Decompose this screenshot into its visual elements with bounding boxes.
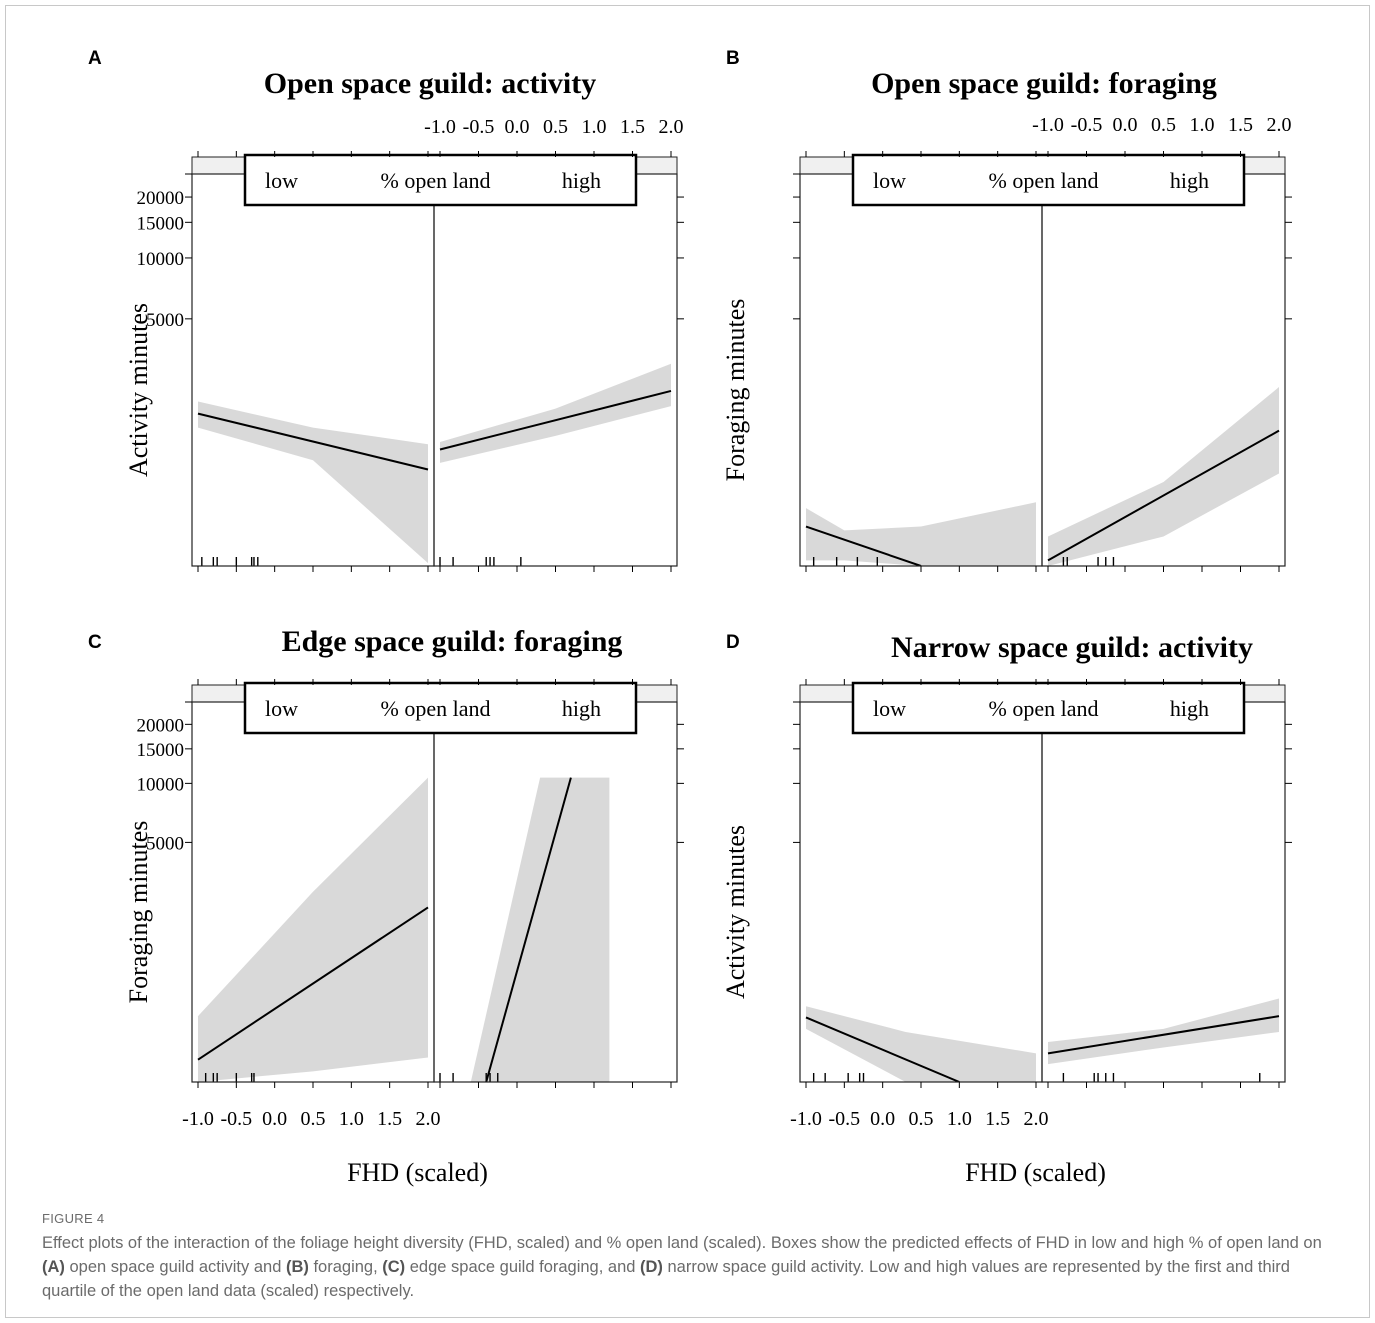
panel-title: Open space guild: activity — [264, 67, 597, 100]
panel-b: B Open space guild: foraging low % open lan… — [721, 48, 1292, 572]
effect-line-high — [485, 777, 572, 1082]
strip-label-box — [243, 681, 638, 735]
x-tick-label: 2.0 — [416, 1108, 441, 1130]
x-tick-label: 0.5 — [301, 1108, 326, 1130]
x-tick-label: 0.5 — [1151, 114, 1176, 136]
y-axis-label: Activity minutes — [721, 825, 750, 999]
x-tick-label: 1.0 — [947, 1108, 972, 1130]
x-tick-label: -0.5 — [1071, 114, 1103, 136]
strip-label-center: % open land — [381, 696, 491, 721]
x-tick-label: -0.5 — [463, 116, 495, 138]
y-tick-label: 20000 — [137, 715, 185, 736]
strip-label-low: low — [265, 696, 298, 721]
panel-title: Narrow space guild: activity — [891, 631, 1253, 664]
strip-label-low: low — [873, 168, 906, 193]
effect-line-high — [439, 389, 672, 451]
x-tick-label: -1.0 — [424, 116, 456, 138]
strip-label-box — [243, 153, 638, 207]
strip-label-center: % open land — [989, 696, 1099, 721]
figure-canvas: A Open space guild: activity low % open lan… — [88, 48, 1292, 1187]
x-tick-label: 0.5 — [909, 1108, 934, 1130]
x-tick-label: 2.0 — [659, 116, 684, 138]
x-tick-label: 2.0 — [1267, 114, 1292, 136]
effect-line-low — [197, 906, 429, 1061]
confidence-band-low — [198, 401, 428, 564]
panel-c: C Edge space guild: foraging low % open lan… — [88, 625, 684, 1187]
strip-label-box — [851, 681, 1246, 735]
confidence-band-high — [1048, 387, 1279, 566]
facet-frame — [799, 173, 1043, 567]
panel-letter: B — [726, 48, 740, 69]
x-axis-label: FHD (scaled) — [347, 1158, 488, 1187]
strip-label-center: % open land — [989, 168, 1099, 193]
panel-a: A Open space guild: activity low % open lan… — [88, 48, 684, 572]
x-tick-label: 0.0 — [870, 1108, 895, 1130]
x-tick-label: 1.5 — [985, 1108, 1010, 1130]
y-axis-label: Activity minutes — [124, 303, 153, 477]
strip-label-center: % open land — [381, 168, 491, 193]
panel-d: D Narrow space guild: activity low % open l… — [721, 631, 1292, 1187]
y-tick-label: 15000 — [137, 740, 185, 761]
confidence-band-low — [806, 1006, 1036, 1082]
x-tick-label: -0.5 — [828, 1108, 860, 1130]
effect-line-low — [197, 412, 429, 471]
strip-label-high: high — [562, 168, 601, 193]
figure-caption: Effect plots of the interaction of the f… — [42, 1234, 1322, 1300]
y-tick-label: 5000 — [146, 310, 184, 331]
strip-label-low: low — [265, 168, 298, 193]
facet-frame — [433, 173, 678, 567]
x-tick-label: -1.0 — [790, 1108, 822, 1130]
x-tick-label: 1.5 — [620, 116, 645, 138]
confidence-band-low — [806, 502, 1036, 566]
x-tick-label: -0.5 — [220, 1108, 252, 1130]
effect-line-high — [1047, 1015, 1280, 1055]
confidence-band-low — [198, 777, 428, 1082]
y-axis-label: Foraging minutes — [124, 821, 153, 1004]
strip-label-high: high — [1170, 696, 1209, 721]
x-tick-label: 1.0 — [339, 1108, 364, 1130]
x-tick-label: 0.0 — [505, 116, 530, 138]
y-axis-label: Foraging minutes — [721, 299, 750, 482]
y-tick-label: 10000 — [137, 774, 185, 795]
effect-line-high — [1047, 429, 1280, 562]
x-tick-label: 0.0 — [262, 1108, 287, 1130]
x-tick-label: 0.5 — [543, 116, 568, 138]
y-tick-label: 15000 — [137, 213, 185, 234]
x-axis-label: FHD (scaled) — [965, 1158, 1106, 1187]
x-tick-label: 0.0 — [1113, 114, 1138, 136]
strip-label-low: low — [873, 696, 906, 721]
x-tick-label: 1.0 — [1190, 114, 1215, 136]
effect-line-low — [805, 525, 922, 566]
panel-title: Open space guild: foraging — [871, 67, 1217, 100]
x-tick-label: -1.0 — [182, 1108, 214, 1130]
x-tick-label: -1.0 — [1032, 114, 1064, 136]
figure-label: FIGURE 4 — [42, 1211, 105, 1226]
y-tick-label: 5000 — [146, 833, 184, 854]
panel-letter: C — [88, 632, 102, 653]
panel-letter: A — [88, 48, 102, 69]
confidence-band-high — [440, 363, 671, 463]
x-tick-label: 1.0 — [582, 116, 607, 138]
x-tick-label: 2.0 — [1024, 1108, 1049, 1130]
y-tick-label: 10000 — [137, 249, 185, 270]
strip-label-high: high — [1170, 168, 1209, 193]
confidence-band-high — [1048, 998, 1279, 1065]
figure-frame — [5, 5, 1370, 1318]
strip-label-box — [851, 153, 1246, 207]
strip-label-high: high — [562, 696, 601, 721]
x-tick-label: 1.5 — [377, 1108, 402, 1130]
effect-line-low — [805, 1016, 960, 1082]
x-tick-label: 1.5 — [1228, 114, 1253, 136]
confidence-band-high — [470, 777, 610, 1082]
panel-title: Edge space guild: foraging — [282, 625, 623, 658]
y-tick-label: 20000 — [137, 188, 185, 209]
panel-letter: D — [726, 632, 740, 653]
